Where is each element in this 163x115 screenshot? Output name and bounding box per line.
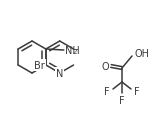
Text: F: F <box>134 86 140 96</box>
Text: O: O <box>101 61 109 71</box>
Text: N: N <box>56 68 63 78</box>
Text: F: F <box>119 95 125 105</box>
Text: 2: 2 <box>72 49 77 55</box>
Text: OH: OH <box>135 49 150 59</box>
Text: Br: Br <box>34 60 45 70</box>
Text: NH: NH <box>65 46 80 56</box>
Text: F: F <box>104 86 110 96</box>
